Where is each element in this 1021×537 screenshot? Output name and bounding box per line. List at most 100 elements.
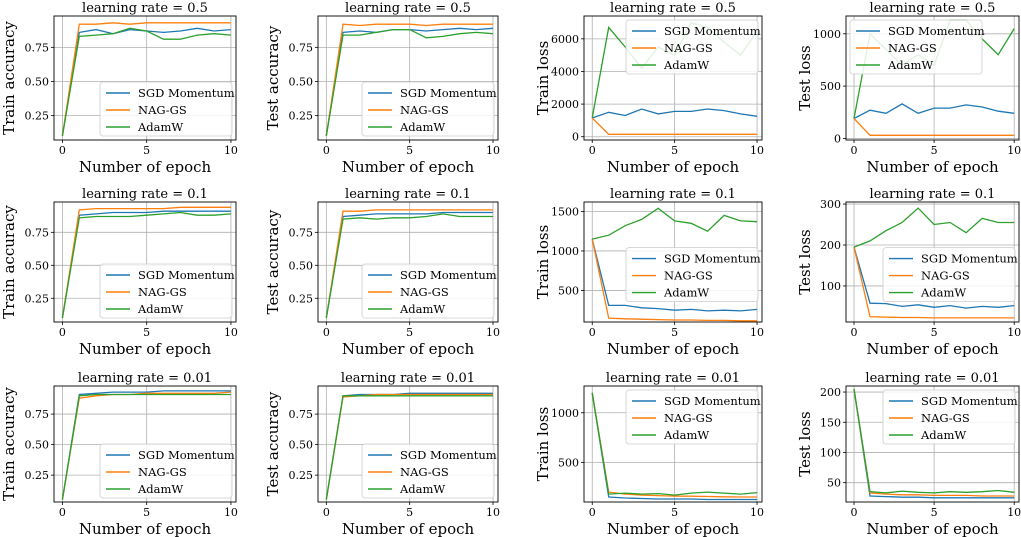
x-tick-label: 5	[931, 326, 938, 339]
x-axis-label: Number of epoch	[866, 520, 999, 537]
x-tick-label: 0	[323, 144, 330, 157]
x-tick-label: 0	[323, 506, 330, 519]
legend: SGD Momentum NAG-GS AdamW	[625, 389, 761, 445]
legend-label: AdamW	[663, 428, 709, 442]
y-tick-label: 0.25	[289, 469, 314, 482]
legend-label: SGD Momentum	[888, 24, 985, 38]
y-axis-label: Train accuracy	[0, 387, 18, 501]
x-tick-label: 5	[143, 506, 150, 519]
x-tick-label: 10	[486, 144, 500, 157]
series-line-sgd-momentum	[325, 392, 493, 500]
axes-frame	[317, 385, 499, 503]
y-tick-label: 0.75	[289, 41, 314, 54]
subplot-9: 0 5 10 0.25 0.50 0.75 learning rate = 0.01 Numb…	[0, 371, 238, 537]
y-axis-label: Test loss	[796, 229, 814, 294]
legend: SGD Momentum NAG-GS AdamW	[882, 247, 1018, 303]
series-line-nag-gs	[853, 118, 1015, 136]
y-tick-label: 2000	[551, 98, 579, 111]
subplot-12: 0 5 10 50 100 150 200 learning rate = 0.01 Numbe…	[796, 371, 1021, 537]
y-tick-label: 0.25	[25, 469, 50, 482]
legend: SGD Momentum NAG-GS AdamW	[625, 247, 761, 303]
legend-label: SGD Momentum	[138, 268, 235, 282]
y-tick-label: 1500	[551, 205, 579, 218]
chart-title: learning rate = 0.5	[610, 1, 736, 16]
subplot-11: 0 5 10 500 1000 learning rate = 0.01 Number of…	[534, 371, 764, 537]
legend-box	[99, 263, 233, 319]
x-tick-label: 10	[750, 144, 764, 157]
chart-title: learning rate = 0.01	[865, 371, 999, 386]
y-tick-label: 0.50	[25, 75, 50, 88]
x-tick-label: 5	[671, 144, 678, 157]
legend: SGD Momentum NAG-GS AdamW	[849, 19, 985, 75]
chart-title: learning rate = 0.01	[341, 371, 475, 386]
legend: SGD Momentum NAG-GS AdamW	[361, 263, 497, 319]
x-axis-label: Number of epoch	[342, 158, 475, 176]
legend-box	[361, 263, 495, 319]
legend-box	[849, 19, 983, 75]
y-tick-label: 0.50	[25, 259, 50, 272]
legend-label: NAG-GS	[921, 269, 970, 283]
legend-label: SGD Momentum	[921, 394, 1018, 408]
x-axis-label: Number of epoch	[866, 340, 999, 358]
legend-label: NAG-GS	[400, 285, 449, 299]
x-tick-label: 0	[59, 326, 66, 339]
legend-label: SGD Momentum	[400, 268, 497, 282]
legend-label: AdamW	[399, 482, 445, 496]
x-tick-label: 0	[589, 326, 596, 339]
series-line-adamw	[325, 28, 494, 137]
x-tick-label: 10	[486, 326, 500, 339]
subplot-1: 0 5 10 0.25 0.50 0.75 learning rate = 0.5 Numbe…	[0, 1, 238, 176]
x-axis-label: Number of epoch	[607, 520, 740, 537]
x-axis-label: Number of epoch	[342, 520, 475, 537]
legend: SGD Momentum NAG-GS AdamW	[882, 389, 1018, 445]
subplot-3: 0 5 10 0 2000 4000 6000 learning rate = 0.5 Numb…	[534, 1, 764, 176]
x-tick-label: 10	[224, 506, 238, 519]
chart-title: learning rate = 0.5	[345, 1, 471, 16]
axes-frame	[583, 385, 763, 503]
legend: SGD Momentum NAG-GS AdamW	[625, 19, 761, 75]
series-line-adamw	[325, 395, 493, 500]
x-axis-label: Number of epoch	[607, 158, 740, 176]
series-line-sgd-momentum	[591, 108, 758, 119]
legend-box	[361, 443, 495, 499]
x-tick-label: 0	[59, 506, 66, 519]
legend-box	[99, 81, 233, 137]
legend-label: AdamW	[137, 120, 183, 134]
y-tick-label: 200	[820, 386, 841, 399]
legend-label: AdamW	[663, 58, 709, 72]
legend-label: SGD Momentum	[664, 394, 761, 408]
legend-label: NAG-GS	[888, 41, 937, 55]
x-tick-label: 10	[1007, 326, 1021, 339]
y-tick-label: 0.50	[289, 259, 314, 272]
legend-label: AdamW	[920, 286, 966, 300]
series-line-sgd-momentum	[853, 388, 1015, 499]
axes-frame	[583, 15, 763, 141]
y-tick-label: 1000	[551, 245, 579, 258]
legend-label: SGD Momentum	[664, 24, 761, 38]
legend: SGD Momentum NAG-GS AdamW	[99, 443, 235, 499]
series-line-sgd-momentum	[591, 392, 758, 501]
y-tick-label: 0.75	[25, 41, 50, 54]
legend-label: NAG-GS	[138, 103, 187, 117]
series-line-nag-gs	[325, 209, 493, 319]
subplot-8: 0 5 10 100 200 300 learning rate = 0.1 Number o…	[796, 187, 1021, 358]
y-axis-label: Train accuracy	[0, 21, 18, 135]
series-line-nag-gs	[853, 246, 1015, 319]
y-axis-label: Test accuracy	[264, 25, 282, 130]
chart-title: learning rate = 0.1	[82, 187, 208, 202]
y-tick-label: 500	[820, 80, 841, 93]
chart-title: learning rate = 0.5	[870, 1, 996, 16]
x-tick-label: 5	[931, 144, 938, 157]
legend-label: NAG-GS	[138, 285, 187, 299]
y-axis-label: Test loss	[796, 45, 814, 110]
y-tick-label: 0	[572, 131, 579, 144]
legend-label: NAG-GS	[664, 269, 713, 283]
y-tick-label: 0.75	[25, 226, 50, 239]
legend-box	[99, 443, 233, 499]
y-tick-label: 500	[558, 284, 579, 297]
x-tick-label: 0	[589, 144, 596, 157]
y-tick-label: 0.75	[289, 408, 314, 421]
x-tick-label: 10	[224, 144, 238, 157]
series-line-sgd-momentum	[325, 211, 493, 319]
y-tick-label: 0.25	[25, 109, 50, 122]
